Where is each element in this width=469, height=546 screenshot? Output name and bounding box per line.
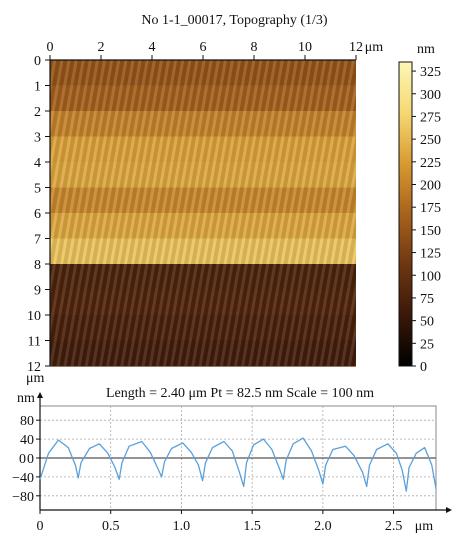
profile-x-tick-label: 1.5: [243, 519, 261, 534]
colorbar-tick-label: 175: [420, 201, 441, 216]
colorbar-tick-label: 125: [420, 247, 441, 262]
map-y-tick-label: 1: [34, 80, 41, 95]
map-y-tick-label: 8: [34, 258, 41, 273]
profile-y-unit-label: nm: [17, 391, 35, 406]
profile-x-tick-label: 0.5: [102, 519, 120, 534]
map-y-tick-label: 7: [34, 233, 41, 248]
map-y-tick-label: 2: [34, 105, 41, 120]
map-y-tick-label: 4: [34, 156, 41, 171]
map-y-unit-label: μm: [26, 371, 45, 386]
profile-x-tick-label: 2.0: [314, 519, 332, 534]
topography-texture: [50, 60, 356, 366]
colorbar-unit-label: nm: [417, 42, 435, 57]
topography-map: [50, 60, 356, 367]
profile-y-tick-label: −40: [12, 471, 34, 486]
map-y-tick-label: 0: [34, 54, 41, 69]
map-y-tick-label: 5: [34, 182, 41, 197]
profile-x-tick-label: 0: [37, 519, 44, 534]
image-title: No 1-1_00017, Topography (1/3): [141, 13, 328, 28]
colorbar-tick-label: 325: [420, 65, 441, 80]
map-x-tick-label: 4: [149, 40, 156, 55]
colorbar-tick-label: 200: [420, 179, 441, 194]
map-x-tick-label: 2: [98, 40, 105, 55]
profile-x-axis-arrow: [446, 507, 452, 513]
colorbar: 0 25 50 75 100 125 150 175 200 225 250 275 300 325 nm: [398, 42, 441, 375]
colorbar-tick-label: 225: [420, 156, 441, 171]
colorbar-scale: [398, 61, 413, 367]
map-y-tick-label: 9: [34, 284, 41, 299]
profile-y-tick-label: 0: [19, 452, 26, 467]
colorbar-tick-label: 300: [420, 88, 441, 103]
map-y-tick-label: 3: [34, 131, 41, 146]
map-y-tick-label: 11: [28, 335, 41, 350]
profile-y-tick-label: −80: [12, 490, 34, 505]
colorbar-tick-label: 150: [420, 224, 441, 239]
map-x-tick-label: 10: [298, 40, 312, 55]
colorbar-tick-label: 275: [420, 110, 441, 125]
map-x-unit-label: μm: [365, 40, 384, 55]
profile-x-unit-label: μm: [415, 519, 434, 534]
map-x-tick-label: 8: [251, 40, 258, 55]
map-y-tick-label: 10: [27, 309, 41, 324]
map-y-tick-label: 6: [34, 207, 41, 222]
profile-caption: Length = 2.40 μm Pt = 82.5 nm Scale = 10…: [105, 386, 374, 401]
map-x-tick-label: 12: [349, 40, 363, 55]
colorbar-tick-label: 75: [420, 292, 434, 307]
colorbar-tick-label: 50: [420, 315, 434, 330]
profile-series-line: [39, 437, 437, 492]
colorbar-tick-label: 0: [420, 360, 427, 375]
colorbar-tick-label: 25: [420, 337, 434, 352]
profile-x-tick-label: 1.0: [173, 519, 191, 534]
profile-x-tick-label: 2.5: [385, 519, 403, 534]
colorbar-tick-label: 100: [420, 269, 441, 284]
profile-y-axis-arrow: [37, 392, 43, 398]
map-x-tick-label: 6: [200, 40, 207, 55]
map-y-tick-label: 12: [27, 360, 41, 375]
profile-y-tick-label: 0: [27, 452, 34, 467]
map-x-tick-label: 0: [47, 40, 54, 55]
colorbar-tick-label: 250: [420, 133, 441, 148]
profile-y-tick-label: 40: [20, 433, 34, 448]
profile-y-tick-label: 80: [20, 414, 34, 429]
